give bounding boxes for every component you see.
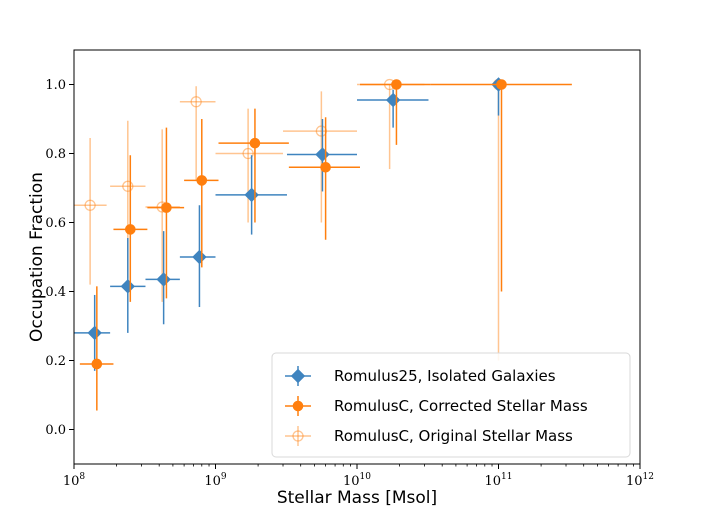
legend-marker	[292, 400, 304, 412]
legend-entry: Romulus25, Isolated Galaxies	[285, 366, 556, 386]
axes: 108 109 1010 1011 1012 0.0 0.2 0.4 0.6 0.8 1.0 Stel…	[27, 49, 654, 508]
series-2	[79, 79, 572, 411]
x-axis-label: Stellar Mass [Msol]	[277, 488, 437, 508]
data-point	[156, 272, 171, 287]
y-tick-label: 0.0	[45, 423, 66, 438]
legend: Romulus25, Isolated Galaxies RomulusC, Co…	[271, 352, 631, 458]
data-point	[190, 96, 202, 108]
data-point	[196, 175, 208, 186]
data-point	[120, 279, 136, 294]
data-point	[161, 202, 172, 213]
data-point	[244, 187, 259, 203]
legend-box	[271, 352, 631, 458]
data-point	[496, 79, 507, 90]
data-point	[249, 137, 261, 149]
legend-entry: RomulusC, Original Stellar Mass	[285, 426, 573, 446]
legend-label: Romulus25, Isolated Galaxies	[334, 367, 556, 385]
x-tick-label: 109	[204, 472, 227, 489]
data-point	[315, 147, 330, 162]
series-0	[74, 78, 505, 361]
data-point	[315, 125, 328, 137]
y-tick-label: 1.0	[45, 78, 66, 93]
data-point	[125, 224, 136, 235]
data-point	[320, 162, 331, 173]
y-tick-label: 0.2	[45, 354, 66, 369]
legend-marker	[290, 368, 306, 384]
data-point	[84, 199, 96, 211]
data-point	[192, 249, 207, 265]
data-point	[391, 79, 402, 90]
y-tick-label: 0.4	[45, 285, 66, 300]
legend-label: RomulusC, Original Stellar Mass	[334, 427, 573, 445]
data-point	[385, 92, 401, 108]
data-point	[87, 325, 102, 341]
data-point	[242, 147, 254, 160]
x-tick-label: 1010	[343, 472, 371, 489]
data-point	[122, 180, 134, 192]
y-axis-label: Occupation Fraction	[27, 172, 47, 342]
x-tick-label: 108	[63, 472, 86, 489]
legend-label: RomulusC, Corrected Stellar Mass	[334, 397, 588, 415]
legend-marker	[292, 430, 304, 442]
plot-area	[74, 77, 572, 411]
series-1	[74, 77, 506, 371]
x-tick-label: 1011	[485, 472, 513, 489]
y-tick-label: 0.6	[45, 216, 66, 231]
data-point	[91, 358, 103, 370]
y-tick-label: 0.8	[45, 147, 66, 162]
x-tick-label: 1012	[626, 472, 654, 489]
legend-entry: RomulusC, Corrected Stellar Mass	[285, 396, 588, 416]
